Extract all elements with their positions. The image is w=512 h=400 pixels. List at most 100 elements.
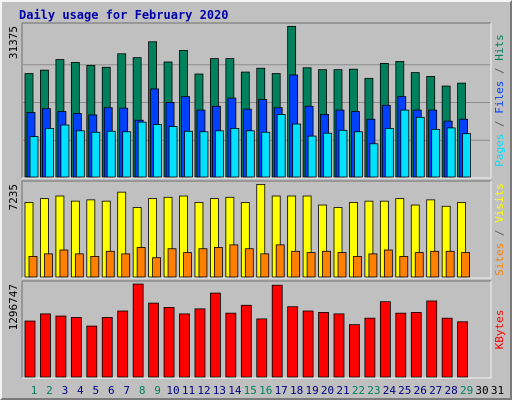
- bar-sites-day-6: [105, 250, 115, 278]
- bar-pages-day-21: [338, 129, 348, 178]
- x-label-day-3: 3: [62, 384, 69, 397]
- panel-bottom: 1296747 KBytes: [7, 280, 506, 379]
- bar-pages-day-19: [307, 135, 317, 178]
- bar-pages-day-10: [168, 126, 178, 178]
- panel-top: 31375 Pages / Files / Hits: [7, 22, 506, 179]
- bar-sites-day-25: [399, 256, 409, 278]
- x-label-day-13: 13: [213, 384, 226, 397]
- bar-pages-day-14: [230, 127, 240, 178]
- bar-pages-day-6: [106, 130, 116, 178]
- bar-kbytes-day-12: [194, 308, 206, 378]
- panel-bottom-legend: KBytes: [493, 310, 506, 350]
- bar-kbytes-day-29: [457, 321, 469, 378]
- bar-sites-day-17: [275, 244, 285, 278]
- bar-sites-day-26: [414, 252, 424, 278]
- x-label-day-23: 23: [367, 384, 380, 397]
- bar-kbytes-day-16: [256, 318, 268, 378]
- bar-sites-day-11: [183, 252, 192, 278]
- bar-pages-day-3: [60, 124, 70, 178]
- panel-middle-max-label: 7235: [7, 184, 20, 211]
- bar-sites-day-28: [445, 250, 455, 278]
- bar-kbytes-day-7: [117, 310, 129, 378]
- bar-sites-day-24: [383, 249, 393, 278]
- bar-kbytes-day-10: [163, 307, 175, 378]
- x-label-day-2: 2: [46, 384, 53, 397]
- panel-top-max-label: 31375: [7, 26, 20, 59]
- bar-kbytes-day-8: [132, 283, 144, 378]
- x-label-day-4: 4: [77, 384, 84, 397]
- panel-middle: 7235 Sites / Visits: [7, 180, 506, 279]
- bar-pages-day-18: [292, 123, 302, 178]
- x-label-day-25: 25: [398, 384, 411, 397]
- bar-pages-day-9: [153, 124, 163, 178]
- bar-kbytes-day-18: [287, 306, 299, 378]
- legend-sep: /: [493, 223, 506, 243]
- bar-kbytes-day-23: [364, 317, 376, 378]
- bar-pages-day-13: [214, 130, 224, 178]
- bar-sites-day-14: [229, 244, 239, 278]
- bar-sites-day-9: [152, 257, 162, 278]
- bar-sites-day-4: [74, 253, 84, 278]
- bar-sites-day-2: [44, 253, 53, 278]
- bar-pages-day-4: [75, 130, 85, 178]
- bar-sites-day-27: [430, 250, 440, 278]
- bar-sites-day-21: [337, 252, 347, 278]
- bar-kbytes-day-3: [55, 315, 67, 378]
- bar-kbytes-day-15: [240, 304, 252, 378]
- x-label-day-28: 28: [445, 384, 458, 397]
- x-label-day-6: 6: [108, 384, 115, 397]
- x-label-day-7: 7: [123, 384, 130, 397]
- x-label-day-31: 31: [491, 384, 504, 397]
- bar-sites-day-3: [59, 249, 69, 278]
- bar-pages-day-23: [369, 143, 379, 178]
- bar-pages-day-15: [245, 130, 255, 178]
- x-label-day-19: 19: [305, 384, 318, 397]
- bar-pages-day-24: [384, 127, 394, 178]
- x-label-day-15: 15: [244, 384, 257, 397]
- bar-pages-day-26: [415, 116, 425, 178]
- bar-sites-day-10: [167, 248, 177, 278]
- panel-bottom-max-label: 1296747: [7, 284, 20, 330]
- legend-sep: /: [493, 61, 506, 81]
- x-label-day-12: 12: [197, 384, 210, 397]
- legend-files: Files: [493, 81, 506, 114]
- bar-kbytes-day-4: [70, 317, 82, 378]
- x-label-day-26: 26: [414, 384, 427, 397]
- x-label-day-30: 30: [475, 384, 488, 397]
- x-label-day-21: 21: [336, 384, 349, 397]
- x-label-day-5: 5: [92, 384, 99, 397]
- bar-sites-day-20: [322, 250, 331, 278]
- x-label-day-11: 11: [182, 384, 195, 397]
- bar-kbytes-day-2: [40, 313, 51, 378]
- x-label-day-1: 1: [31, 384, 38, 397]
- bar-pages-day-28: [446, 127, 456, 178]
- bar-kbytes-day-24: [379, 301, 391, 378]
- bar-kbytes-day-5: [86, 325, 98, 378]
- x-label-day-10: 10: [166, 384, 179, 397]
- bar-pages-day-20: [323, 132, 332, 178]
- bar-kbytes-day-21: [333, 313, 345, 378]
- x-label-day-24: 24: [383, 384, 397, 397]
- x-label-day-16: 16: [259, 384, 272, 397]
- bar-kbytes-day-13: [209, 292, 221, 378]
- bar-kbytes-day-22: [349, 324, 360, 378]
- bar-kbytes-day-1: [24, 320, 36, 378]
- x-label-day-22: 22: [352, 384, 365, 397]
- bar-sites-day-7: [121, 253, 131, 278]
- bar-pages-day-17: [276, 114, 286, 178]
- bar-sites-day-19: [306, 252, 316, 278]
- bar-sites-day-8: [136, 247, 146, 278]
- bar-sites-day-5: [90, 256, 100, 278]
- legend-pages: Pages: [493, 134, 506, 167]
- bar-pages-day-1: [29, 136, 39, 178]
- bar-sites-day-29: [461, 252, 471, 278]
- bar-kbytes-day-26: [410, 312, 422, 378]
- bar-sites-day-23: [368, 253, 378, 278]
- x-label-day-20: 20: [321, 384, 334, 397]
- bar-kbytes-day-19: [302, 310, 314, 378]
- x-label-day-29: 29: [460, 384, 473, 397]
- bar-kbytes-day-6: [101, 317, 113, 378]
- bar-sites-day-22: [353, 256, 362, 278]
- bar-kbytes-day-28: [441, 317, 453, 378]
